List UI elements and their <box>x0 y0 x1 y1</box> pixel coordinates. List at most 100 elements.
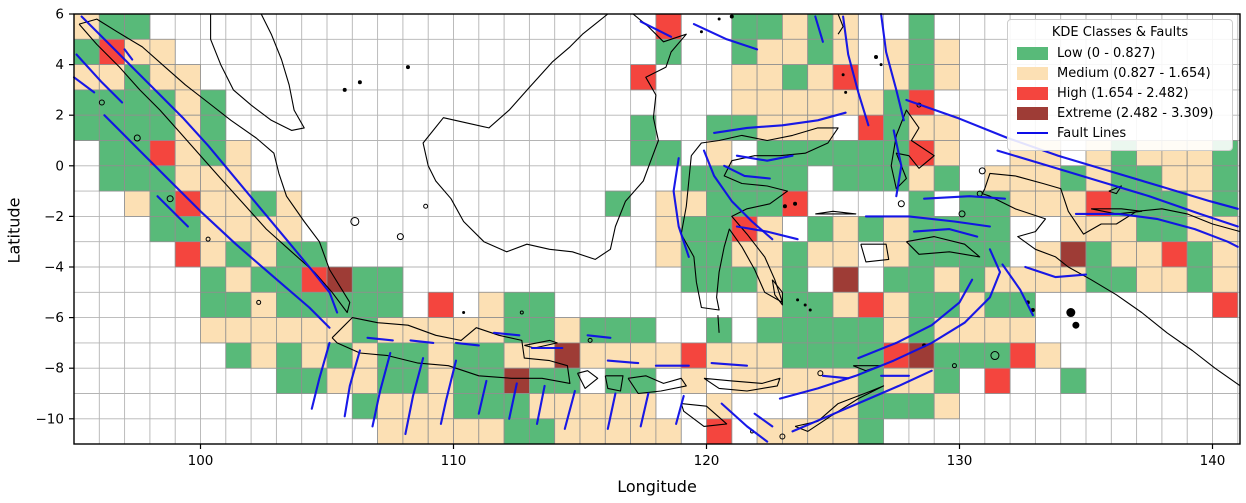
kde-cell <box>200 291 227 318</box>
kde-cell <box>680 266 707 293</box>
kde-cell <box>832 367 859 394</box>
fault-line <box>857 278 974 360</box>
fault-line <box>563 389 576 430</box>
kde-cell <box>731 38 758 65</box>
kde-cell <box>933 241 960 268</box>
fault-line <box>923 195 1007 200</box>
kde-cell <box>1085 266 1112 293</box>
kde-cell <box>832 342 859 369</box>
island <box>256 299 262 305</box>
kde-cell <box>731 89 758 116</box>
kde-cell <box>630 140 657 167</box>
kde-cell <box>857 317 884 344</box>
kde-cell <box>756 241 783 268</box>
kde-cell <box>731 367 758 394</box>
coastline <box>984 172 1241 235</box>
kde-cell <box>1161 266 1188 293</box>
fault-line <box>606 359 640 365</box>
kde-cell <box>933 140 960 167</box>
fault-line <box>778 248 1002 400</box>
kde-cell <box>706 165 733 192</box>
extreme-class-swatch <box>1017 106 1048 120</box>
legend-item-label: Extreme (2.482 - 3.309) <box>1057 105 1214 121</box>
kde-cell <box>756 291 783 318</box>
kde-cell <box>250 342 277 369</box>
coastline <box>604 375 624 392</box>
kde-cell <box>933 393 960 420</box>
coastline <box>680 403 728 427</box>
kde-cell <box>149 190 176 217</box>
kde-cell <box>377 291 404 318</box>
kde-cell <box>529 317 556 344</box>
kde-cell <box>807 241 834 268</box>
x-tick-label: 100 <box>188 453 214 469</box>
kde-cell <box>782 418 809 445</box>
kde-cell <box>908 38 935 65</box>
island <box>844 90 848 94</box>
kde-cell <box>225 317 252 344</box>
kde-cell <box>933 114 960 141</box>
kde-cell <box>351 266 378 293</box>
kde-cell <box>604 393 631 420</box>
coastline <box>815 210 857 215</box>
y-tick-label: 0 <box>55 158 64 174</box>
fault-line <box>675 394 685 425</box>
kde-cell <box>782 317 809 344</box>
kde-cell <box>1060 266 1087 293</box>
kde-cell <box>908 64 935 91</box>
kde-cell <box>807 64 834 91</box>
y-tick-label: −10 <box>36 411 65 427</box>
kde-cell <box>782 38 809 65</box>
kde-cell <box>225 165 252 192</box>
island <box>978 167 986 175</box>
kde-cell <box>604 190 631 217</box>
fault-line <box>103 114 331 329</box>
kde-cell <box>579 342 606 369</box>
kde-cell <box>807 393 834 420</box>
kde-cell <box>503 367 530 394</box>
fault-line <box>710 362 749 367</box>
kde-cell <box>984 190 1011 217</box>
kde-cell <box>1161 165 1188 192</box>
kde-cell <box>807 89 834 116</box>
kde-cell <box>807 215 834 243</box>
kde-cell <box>655 140 682 167</box>
kde-cell <box>959 342 986 369</box>
kde-cell <box>984 291 1011 318</box>
fault-line <box>723 164 771 180</box>
kde-cell <box>200 215 227 243</box>
kde-cell <box>1060 165 1087 192</box>
kde-cell <box>832 165 859 192</box>
coastline <box>717 315 720 333</box>
kde-cell <box>1161 215 1188 243</box>
x-tick-label: 130 <box>947 453 973 469</box>
kde-cell <box>1085 215 1112 243</box>
kde-cell <box>1060 367 1087 394</box>
island <box>717 17 721 21</box>
island <box>874 55 879 60</box>
island <box>462 311 466 315</box>
kde-cell <box>427 342 454 369</box>
kde-cell <box>807 342 834 369</box>
kde-cell <box>782 342 809 369</box>
island <box>782 204 787 209</box>
kde-cell <box>756 89 783 116</box>
kde-cell <box>98 114 126 141</box>
legend-item-fault-lines: Fault Lines <box>1017 123 1223 143</box>
kde-cell <box>782 13 809 40</box>
kde-cell <box>630 367 657 394</box>
kde-cell <box>756 418 783 445</box>
kde-cell <box>857 215 884 243</box>
kde-cell <box>275 367 303 394</box>
island <box>808 308 812 312</box>
kde-cell <box>756 342 783 369</box>
kde-cell <box>908 266 935 293</box>
kde-cell <box>680 367 707 394</box>
kde-cell <box>832 418 859 445</box>
island <box>699 30 703 34</box>
kde-cell <box>756 317 783 344</box>
kde-cell <box>301 266 328 293</box>
kde-cell <box>149 165 176 192</box>
fault-line <box>735 154 794 162</box>
fault-line <box>80 15 339 314</box>
